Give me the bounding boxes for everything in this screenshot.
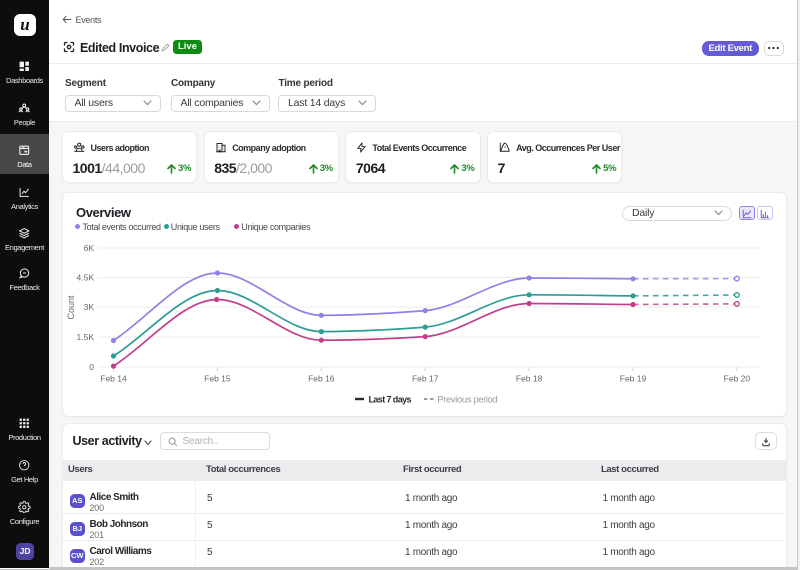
- svg-text:4.5K: 4.5K: [77, 272, 95, 282]
- svg-text:1.5K: 1.5K: [77, 332, 95, 342]
- svg-text:0: 0: [89, 362, 94, 372]
- svg-text:Feb 18: Feb 18: [516, 373, 543, 383]
- svg-text:3K: 3K: [84, 302, 95, 312]
- svg-text:Feb 15: Feb 15: [204, 373, 231, 383]
- svg-text:Feb 17: Feb 17: [412, 373, 439, 383]
- svg-text:6K: 6K: [84, 243, 95, 253]
- svg-text:Count: Count: [66, 295, 76, 320]
- svg-text:Last 7 days: Last 7 days: [369, 394, 412, 404]
- svg-text:Previous period: Previous period: [437, 394, 497, 405]
- svg-text:Feb 19: Feb 19: [620, 373, 647, 383]
- svg-text:Feb 16: Feb 16: [308, 373, 335, 383]
- svg-text:Feb 14: Feb 14: [100, 373, 127, 383]
- svg-text:Feb 20: Feb 20: [724, 373, 751, 383]
